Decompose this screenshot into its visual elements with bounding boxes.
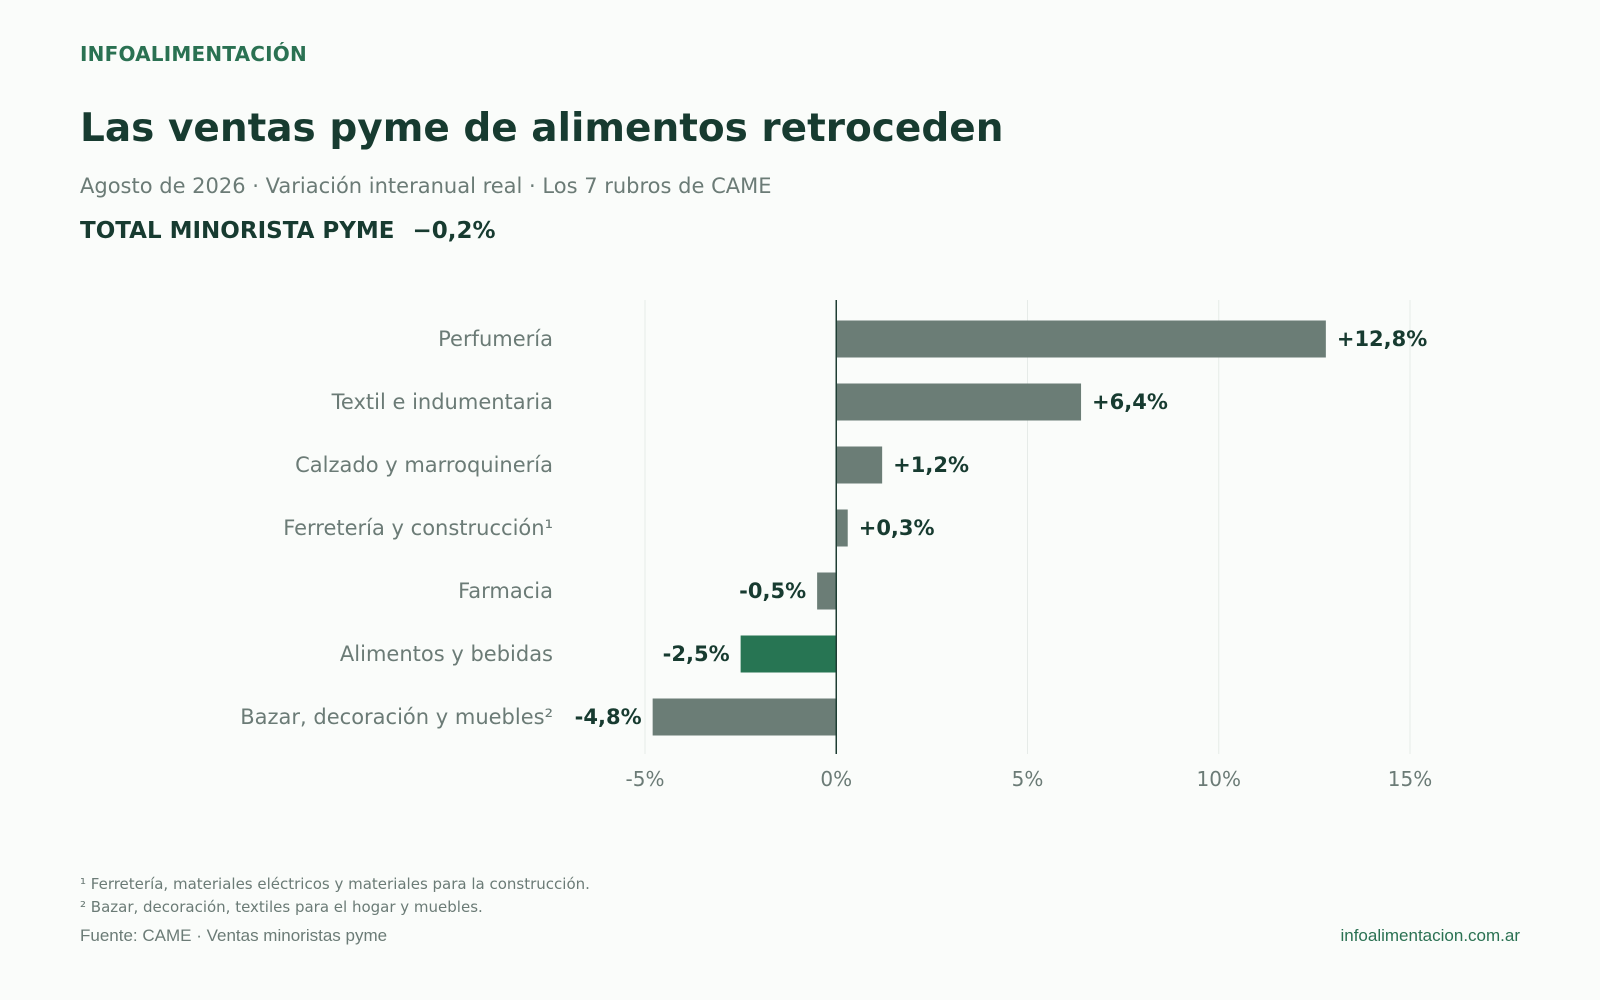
data-label: +0,3% <box>859 516 935 540</box>
bar <box>836 383 1082 421</box>
bar <box>836 446 883 484</box>
bar <box>836 509 848 547</box>
chart-title: Las ventas pyme de alimentos retroceden <box>80 106 1004 151</box>
category-label: Perfumería <box>438 327 553 351</box>
x-tick-label: 0% <box>820 767 852 791</box>
brand-label: INFOALIMENTACIÓN <box>80 42 307 66</box>
category-label: Alimentos y bebidas <box>340 642 553 666</box>
data-label: -0,5% <box>739 579 806 603</box>
category-label: Farmacia <box>458 579 553 603</box>
total-value: −0,2% <box>412 218 496 244</box>
data-label: +6,4% <box>1092 390 1168 414</box>
bar <box>817 572 837 610</box>
x-tick-label: -5% <box>626 767 665 791</box>
category-label: Bazar, decoración y muebles² <box>240 705 553 729</box>
footnote-2: ² Bazar, decoración, textiles para el ho… <box>80 898 483 916</box>
chart-subtitle: Agosto de 2026 · Variación interanual re… <box>80 174 772 198</box>
x-tick-label: 5% <box>1012 767 1044 791</box>
bar <box>836 320 1326 358</box>
bar <box>652 698 837 736</box>
data-label: +12,8% <box>1337 327 1427 351</box>
category-label: Ferretería y construcción¹ <box>283 516 553 540</box>
data-label: -2,5% <box>663 642 730 666</box>
bar-chart: -5% 0% 5% 10% 15% Perfumería +12,8% Textil e in… <box>240 300 1432 791</box>
x-tick-label: 10% <box>1197 767 1241 791</box>
source-credit: Fuente: CAME · Ventas minoristas pyme <box>80 926 388 945</box>
category-label: Textil e indumentaria <box>331 390 553 414</box>
data-label: -4,8% <box>575 705 642 729</box>
data-label: +1,2% <box>893 453 969 477</box>
bar <box>740 635 837 673</box>
footnote-1: ¹ Ferretería, materiales eléctricos y ma… <box>80 875 590 893</box>
site-url[interactable]: infoalimentacion.com.ar <box>1340 926 1520 945</box>
x-tick-label: 15% <box>1388 767 1432 791</box>
total-label: TOTAL MINORISTA PYME <box>80 218 395 244</box>
category-label: Calzado y marroquinería <box>295 453 553 477</box>
total-summary: TOTAL MINORISTA PYME −0,2% <box>80 218 496 244</box>
